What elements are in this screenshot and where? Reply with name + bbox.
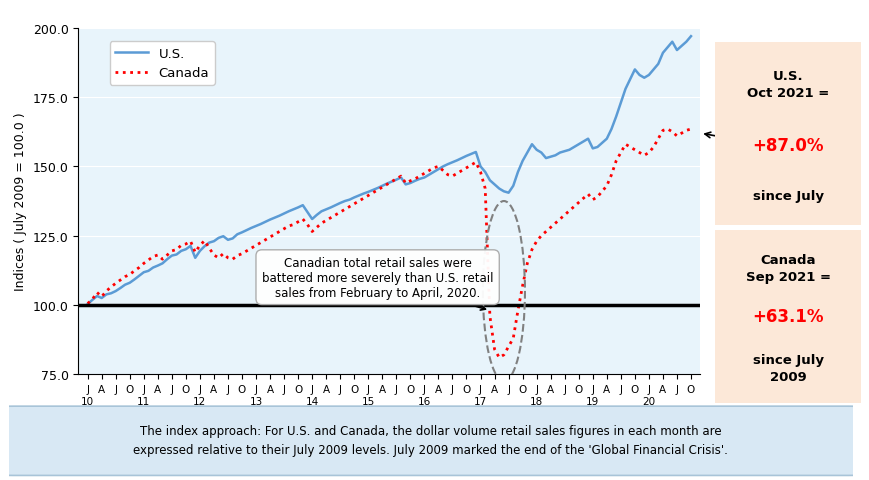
- FancyBboxPatch shape: [0, 406, 865, 475]
- U.S.: [512, 170, 522, 176]
- U.S.: [83, 301, 93, 307]
- Canada: [83, 301, 93, 307]
- Text: Canadian total retail sales were
battered more severely than U.S. retail
sales f: Canadian total retail sales were battere…: [262, 256, 493, 311]
- Text: since July
2009: since July 2009: [752, 354, 823, 384]
- Canada: [661, 127, 672, 132]
- Text: since July: since July: [752, 190, 823, 203]
- Text: +87.0%: +87.0%: [752, 136, 823, 155]
- Canada: [395, 174, 406, 180]
- FancyBboxPatch shape: [712, 227, 863, 407]
- Canada: [494, 355, 504, 360]
- Canada: [246, 246, 256, 252]
- U.S.: [409, 179, 420, 184]
- Line: U.S.: U.S.: [88, 37, 690, 304]
- Canada: [531, 239, 541, 245]
- U.S.: [592, 145, 602, 151]
- X-axis label: Year & Month: Year & Month: [342, 411, 435, 425]
- Text: U.S.
Oct 2021 =: U.S. Oct 2021 =: [746, 70, 828, 100]
- U.S.: [634, 73, 644, 79]
- Legend: U.S., Canada: U.S., Canada: [109, 42, 215, 85]
- Text: The index approach: For U.S. and Canada, the dollar volume retail sales figures : The index approach: For U.S. and Canada,…: [133, 424, 727, 456]
- FancyBboxPatch shape: [712, 39, 863, 229]
- Canada: [339, 207, 349, 213]
- U.S.: [110, 288, 121, 294]
- Canada: [480, 186, 490, 192]
- Y-axis label: Indices ( July 2009 = 100.0 ): Indices ( July 2009 = 100.0 ): [14, 112, 27, 291]
- Text: +63.1%: +63.1%: [752, 308, 823, 326]
- Text: Canada
Sep 2021 =: Canada Sep 2021 =: [745, 253, 830, 283]
- U.S.: [610, 114, 620, 120]
- U.S.: [685, 34, 695, 40]
- Line: Canada: Canada: [88, 130, 690, 358]
- Canada: [559, 213, 569, 218]
- Canada: [685, 127, 695, 132]
